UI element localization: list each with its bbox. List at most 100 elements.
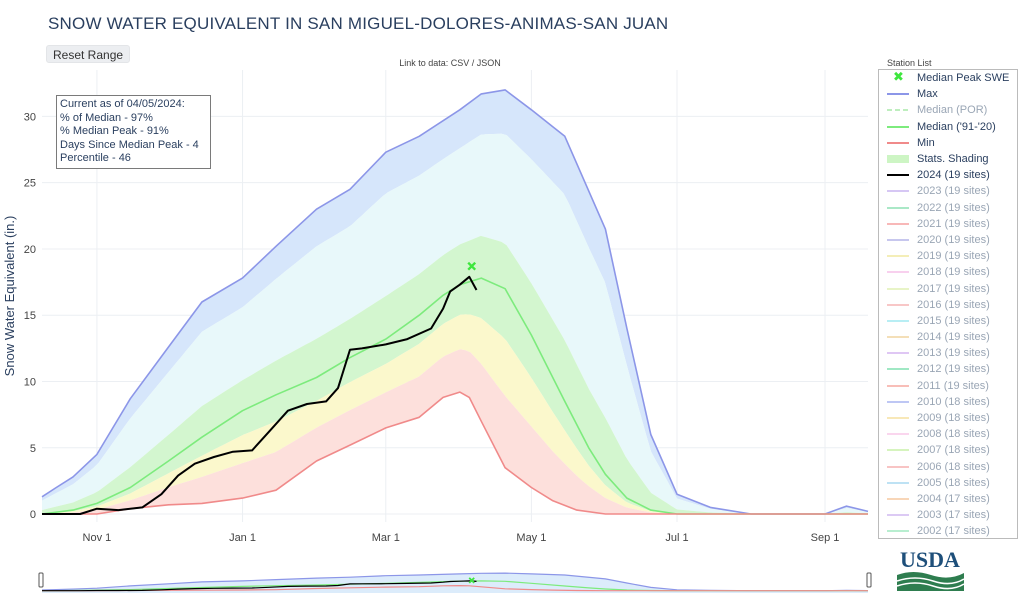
infobox-line: Percentile - 46	[60, 152, 131, 165]
legend-item[interactable]: Max	[879, 86, 1017, 102]
x-tick-label: Jul 1	[665, 532, 688, 544]
range-series-line	[42, 584, 868, 592]
series-line[interactable]	[41, 89, 869, 515]
legend-label: 2016 (19 sites)	[917, 298, 990, 311]
legend-label: 2006 (18 sites)	[917, 460, 990, 473]
legend-item[interactable]: 2018 (19 sites)	[879, 264, 1017, 280]
legend-symbol-icon	[887, 202, 909, 214]
range-handle-right[interactable]	[866, 572, 872, 588]
legend-label: 2018 (19 sites)	[917, 266, 990, 279]
legend-item[interactable]: 2015 (19 sites)	[879, 313, 1017, 329]
legend-symbol-icon	[887, 461, 909, 473]
legend-label: 2010 (18 sites)	[917, 395, 990, 408]
legend-label: 2015 (19 sites)	[917, 314, 990, 327]
infobox-line: Days Since Median Peak - 4	[60, 138, 199, 151]
legend-item[interactable]: ✖ Median Peak SWE	[879, 70, 1017, 86]
legend-symbol-icon	[887, 137, 909, 149]
y-tick-label: 30	[24, 111, 36, 123]
legend-symbol-icon	[887, 396, 909, 408]
legend-item[interactable]: 2022 (19 sites)	[879, 200, 1017, 216]
x-tick-label: Sep 1	[811, 532, 840, 544]
status-infobox: Current as of 04/05/2024: % of Median - …	[56, 95, 211, 169]
legend-symbol-icon	[887, 266, 909, 278]
legend-item[interactable]: Stats. Shading	[879, 151, 1017, 167]
legend-item[interactable]: 2005 (18 sites)	[879, 475, 1017, 491]
legend-item[interactable]: Min	[879, 135, 1017, 151]
legend-symbol-icon	[887, 331, 909, 343]
legend-symbol-icon	[887, 412, 909, 424]
legend-label: 2014 (19 sites)	[917, 331, 990, 344]
y-tick-label: 25	[24, 178, 36, 190]
data-link: Link to data: CSV / JSON	[0, 58, 900, 68]
legend-item[interactable]: 2008 (18 sites)	[879, 426, 1017, 442]
reset-range-button[interactable]: Reset Range	[46, 45, 131, 63]
legend-item[interactable]: 2006 (18 sites)	[879, 459, 1017, 475]
y-tick-label: 10	[24, 376, 36, 388]
data-link-prefix: Link to data:	[399, 58, 451, 68]
legend-label: 2023 (19 sites)	[917, 185, 990, 198]
svg-text:USDA: USDA	[900, 547, 960, 572]
range-handle-left[interactable]	[38, 572, 44, 588]
legend-label: 2022 (19 sites)	[917, 201, 990, 214]
legend-symbol-icon	[887, 218, 909, 230]
median-peak-marker[interactable]	[467, 261, 477, 271]
legend-item[interactable]: 2003 (17 sites)	[879, 507, 1017, 523]
legend-symbol-icon	[887, 525, 909, 537]
legend-label: Min	[917, 136, 935, 149]
legend-label: Median ('91-'20)	[917, 120, 996, 133]
series-line[interactable]	[42, 275, 478, 515]
legend-item[interactable]: 2013 (19 sites)	[879, 345, 1017, 361]
legend-item[interactable]: 2007 (18 sites)	[879, 442, 1017, 458]
legend-symbol-icon	[887, 283, 909, 295]
x-tick-label: Nov 1	[83, 532, 112, 544]
x-tick-label: Mar 1	[372, 532, 400, 544]
legend-item[interactable]: Median ('91-'20)	[879, 119, 1017, 135]
legend-symbol-icon	[887, 88, 909, 100]
x-tick-label: Jan 1	[229, 532, 256, 544]
band-p70-p90	[42, 133, 868, 514]
page-title: SNOW WATER EQUIVALENT IN SAN MIGUEL-DOLO…	[48, 14, 669, 33]
legend-item[interactable]: 2011 (19 sites)	[879, 378, 1017, 394]
legend-item[interactable]: 2014 (19 sites)	[879, 329, 1017, 345]
csv-link[interactable]: CSV	[450, 58, 470, 68]
legend-label: Median (POR)	[917, 104, 988, 117]
infobox-line: % of Median - 97%	[60, 111, 153, 124]
legend-label: 2005 (18 sites)	[917, 476, 990, 489]
legend-symbol-icon	[887, 428, 909, 440]
legend-item[interactable]: 2017 (19 sites)	[879, 280, 1017, 296]
legend-symbol-icon	[887, 299, 909, 311]
y-tick-label: 5	[30, 443, 36, 455]
series-line[interactable]	[42, 391, 868, 515]
legend-item[interactable]: 2009 (18 sites)	[879, 410, 1017, 426]
legend-label: Median Peak SWE	[917, 72, 1010, 85]
y-tick-label: 15	[24, 310, 36, 322]
y-tick-label: 0	[30, 509, 36, 521]
band-p50-p70	[42, 235, 868, 514]
legend-label: 2019 (19 sites)	[917, 250, 990, 263]
legend-symbol-icon	[887, 234, 909, 246]
legend-item[interactable]: 2012 (19 sites)	[879, 361, 1017, 377]
legend-label: 2011 (19 sites)	[917, 379, 989, 392]
legend-symbol-icon	[887, 250, 909, 262]
legend-item[interactable]: 2004 (17 sites)	[879, 491, 1017, 507]
legend-symbol-icon	[887, 185, 909, 197]
data-link-separator: /	[469, 58, 477, 68]
legend-item[interactable]: 2010 (18 sites)	[879, 394, 1017, 410]
legend-item[interactable]: Median (POR)	[879, 102, 1017, 118]
station-legend[interactable]: ✖ Median Peak SWE Max Median (POR) Median ('…	[878, 69, 1018, 539]
legend-item[interactable]: 2019 (19 sites)	[879, 248, 1017, 264]
swe-chart[interactable]: 0 5 10 15 20 25 30 Nov 1 Jan 1 Mar 1 May 1 Jul 1 Sep…	[0, 0, 875, 597]
legend-item[interactable]: 2002 (17 sites)	[879, 523, 1017, 538]
json-link[interactable]: JSON	[476, 58, 501, 68]
infobox-line: Current as of 04/05/2024:	[60, 98, 185, 110]
x-tick-label: May 1	[516, 532, 546, 544]
legend-item[interactable]: 2020 (19 sites)	[879, 232, 1017, 248]
legend-item[interactable]: 2023 (19 sites)	[879, 183, 1017, 199]
legend-item[interactable]: 2021 (19 sites)	[879, 216, 1017, 232]
legend-symbol-icon	[887, 493, 909, 505]
legend-item[interactable]: 2016 (19 sites)	[879, 297, 1017, 313]
legend-label: 2021 (19 sites)	[917, 217, 990, 230]
legend-symbol-icon	[887, 153, 909, 165]
legend-item[interactable]: 2024 (19 sites)	[879, 167, 1017, 183]
legend-label: 2017 (19 sites)	[917, 282, 990, 295]
